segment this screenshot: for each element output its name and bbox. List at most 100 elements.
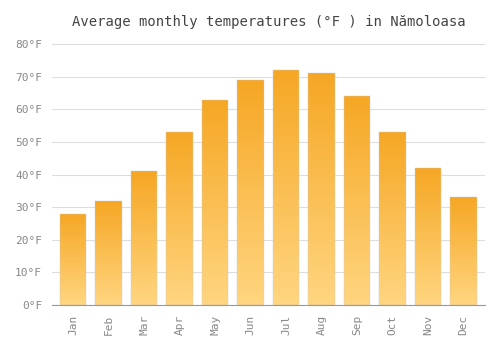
Bar (450, 285, 477, 286)
Bar (166, 208, 193, 210)
Bar (308, 215, 335, 217)
Bar (450, 304, 477, 305)
Bar (238, 273, 264, 276)
Bar (60, 283, 86, 284)
Bar (202, 268, 228, 270)
Bar (308, 275, 335, 277)
Bar (308, 145, 335, 148)
Bar (60, 303, 86, 304)
Bar (130, 175, 158, 177)
Bar (344, 121, 370, 124)
Bar (60, 245, 86, 246)
Bar (238, 240, 264, 242)
Bar (95, 202, 122, 203)
Bar (202, 237, 228, 239)
Bar (450, 218, 477, 219)
Bar (450, 265, 477, 266)
Bar (130, 171, 158, 305)
Bar (60, 218, 86, 219)
Bar (380, 136, 406, 137)
Bar (308, 212, 335, 215)
Bar (238, 190, 264, 192)
Bar (415, 283, 442, 285)
Bar (450, 282, 477, 284)
Bar (380, 160, 406, 162)
Bar (273, 199, 299, 202)
Bar (273, 223, 299, 225)
Bar (415, 257, 442, 258)
Bar (273, 129, 299, 131)
Bar (415, 190, 442, 191)
Bar (415, 224, 442, 226)
Bar (130, 260, 158, 261)
Bar (202, 157, 228, 159)
Bar (202, 229, 228, 231)
Bar (95, 271, 122, 272)
Bar (238, 186, 264, 188)
Bar (380, 214, 406, 215)
Bar (202, 223, 228, 225)
Bar (202, 174, 228, 176)
Bar (450, 253, 477, 254)
Bar (415, 226, 442, 227)
Bar (450, 223, 477, 224)
Bar (308, 261, 335, 263)
Bar (450, 248, 477, 249)
Bar (238, 188, 264, 190)
Bar (95, 211, 122, 212)
Bar (344, 261, 370, 263)
Bar (450, 198, 477, 200)
Bar (60, 253, 86, 254)
Bar (380, 175, 406, 177)
Bar (308, 129, 335, 131)
Bar (450, 208, 477, 209)
Bar (380, 220, 406, 222)
Bar (415, 179, 442, 180)
Bar (415, 205, 442, 206)
Bar (166, 282, 193, 284)
Bar (166, 212, 193, 214)
Bar (344, 228, 370, 230)
Bar (166, 184, 193, 186)
Bar (415, 183, 442, 184)
Bar (130, 277, 158, 278)
Bar (130, 222, 158, 223)
Bar (60, 258, 86, 259)
Bar (95, 205, 122, 206)
Bar (95, 263, 122, 264)
Bar (130, 238, 158, 239)
Bar (450, 215, 477, 216)
Bar (308, 171, 335, 173)
Bar (238, 265, 264, 267)
Bar (202, 258, 228, 260)
Bar (166, 257, 193, 258)
Bar (166, 146, 193, 148)
Bar (238, 202, 264, 204)
Bar (60, 290, 86, 291)
Bar (202, 206, 228, 209)
Bar (344, 288, 370, 290)
Bar (60, 285, 86, 286)
Bar (344, 172, 370, 174)
Bar (344, 132, 370, 134)
Bar (415, 220, 442, 222)
Bar (166, 220, 193, 222)
Bar (202, 114, 228, 116)
Bar (273, 87, 299, 89)
Bar (238, 269, 264, 271)
Bar (273, 202, 299, 204)
Bar (95, 209, 122, 210)
Bar (344, 297, 370, 299)
Bar (308, 245, 335, 247)
Bar (344, 134, 370, 136)
Bar (202, 188, 228, 190)
Bar (450, 260, 477, 261)
Bar (238, 80, 264, 305)
Bar (273, 286, 299, 289)
Bar (273, 148, 299, 150)
Bar (202, 192, 228, 194)
Bar (450, 210, 477, 211)
Bar (130, 186, 158, 187)
Bar (450, 246, 477, 247)
Bar (202, 256, 228, 258)
